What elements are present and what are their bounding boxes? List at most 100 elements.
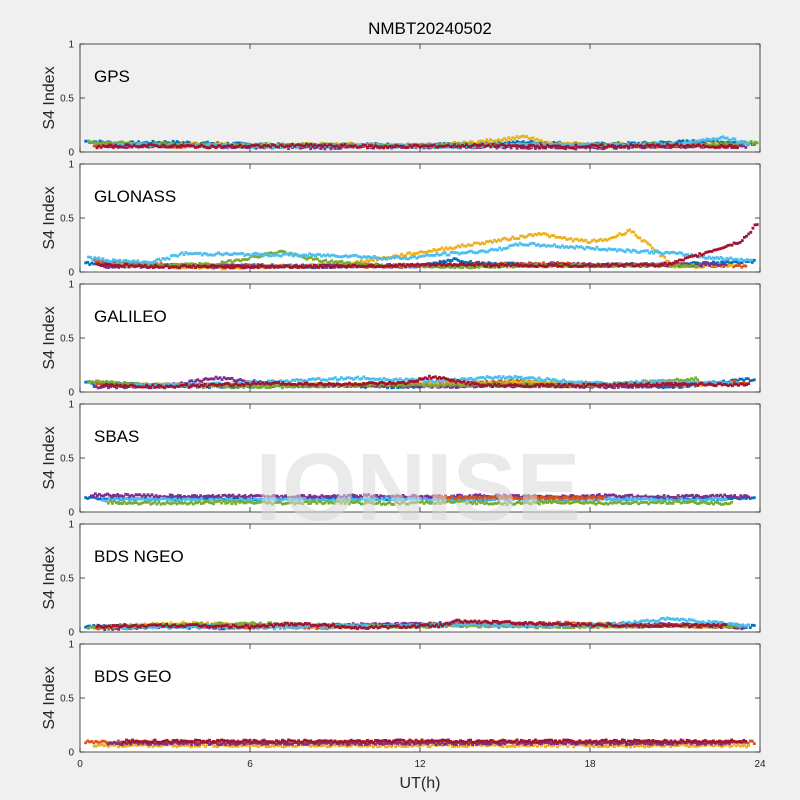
data-point xyxy=(360,262,364,266)
data-point xyxy=(728,264,731,267)
data-point xyxy=(667,146,671,149)
data-point xyxy=(424,263,428,267)
data-point xyxy=(141,263,145,267)
data-point xyxy=(720,263,724,266)
data-point xyxy=(745,234,748,238)
data-point xyxy=(129,263,133,267)
data-point xyxy=(337,265,340,269)
data-point xyxy=(527,233,531,237)
data-point xyxy=(616,234,619,237)
data-point xyxy=(97,142,100,145)
data-point xyxy=(513,265,517,268)
data-point xyxy=(655,264,659,268)
data-point xyxy=(712,260,715,264)
data-point xyxy=(97,263,101,267)
data-point xyxy=(530,241,534,245)
data-point xyxy=(198,261,202,265)
data-point xyxy=(200,143,204,147)
data-point xyxy=(234,145,238,149)
data-point xyxy=(178,252,182,256)
data-point xyxy=(366,262,370,266)
data-point xyxy=(576,143,580,147)
data-point xyxy=(366,144,369,148)
data-point xyxy=(185,140,189,144)
data-point xyxy=(699,138,703,142)
data-point xyxy=(575,237,579,241)
data-point xyxy=(291,254,295,258)
data-point xyxy=(503,146,507,150)
data-point xyxy=(449,266,453,269)
data-point xyxy=(180,262,183,266)
data-point xyxy=(428,264,432,268)
data-point xyxy=(206,265,209,269)
data-point xyxy=(232,145,236,149)
data-point xyxy=(97,256,101,260)
data-point xyxy=(561,236,564,240)
data-point xyxy=(484,250,487,254)
data-point xyxy=(272,265,276,269)
data-point xyxy=(531,141,535,145)
data-point xyxy=(678,251,682,254)
data-point xyxy=(733,137,737,141)
data-point xyxy=(188,144,191,147)
data-point xyxy=(136,145,140,149)
data-point xyxy=(176,263,179,266)
data-point xyxy=(679,143,683,147)
data-point xyxy=(218,262,222,266)
data-point xyxy=(270,264,274,268)
data-point xyxy=(709,257,713,260)
data-point xyxy=(230,266,234,269)
data-point xyxy=(627,263,631,266)
data-point xyxy=(277,250,281,253)
data-point xyxy=(341,144,345,147)
data-point xyxy=(548,263,551,266)
data-point xyxy=(202,262,206,266)
data-point xyxy=(329,142,333,146)
data-point xyxy=(234,142,237,146)
data-point xyxy=(632,230,636,234)
data-point xyxy=(483,143,487,147)
data-point xyxy=(298,254,301,258)
data-point xyxy=(128,260,132,264)
data-point xyxy=(727,143,731,147)
data-point xyxy=(155,262,159,266)
data-point xyxy=(345,145,349,149)
data-point xyxy=(101,264,105,267)
data-point xyxy=(167,145,171,149)
data-point xyxy=(702,252,706,256)
data-point xyxy=(179,144,183,147)
data-point xyxy=(743,236,746,239)
data-point xyxy=(645,143,649,146)
data-point xyxy=(325,264,328,267)
data-point xyxy=(211,253,214,257)
data-point xyxy=(198,267,201,270)
data-point xyxy=(204,141,207,145)
data-point xyxy=(609,236,613,240)
data-point xyxy=(151,143,154,147)
data-point xyxy=(367,259,371,263)
data-point xyxy=(268,142,272,146)
data-point xyxy=(200,262,204,266)
data-point xyxy=(165,141,169,145)
data-point xyxy=(206,140,209,144)
data-point xyxy=(679,386,683,389)
data-point xyxy=(198,265,201,269)
data-point xyxy=(728,140,732,144)
data-point xyxy=(374,144,377,148)
data-point xyxy=(192,252,196,255)
data-point xyxy=(673,264,677,268)
data-point xyxy=(159,141,163,145)
data-point xyxy=(301,255,305,259)
data-point xyxy=(224,267,228,271)
data-point xyxy=(748,259,751,262)
data-point xyxy=(401,257,404,260)
data-point xyxy=(721,135,725,139)
data-point xyxy=(452,257,456,260)
data-point xyxy=(609,144,612,148)
data-point xyxy=(101,141,105,145)
data-point xyxy=(123,265,127,269)
data-point xyxy=(228,144,232,148)
data-point xyxy=(174,265,177,269)
data-point xyxy=(639,262,643,266)
data-point xyxy=(194,266,197,270)
